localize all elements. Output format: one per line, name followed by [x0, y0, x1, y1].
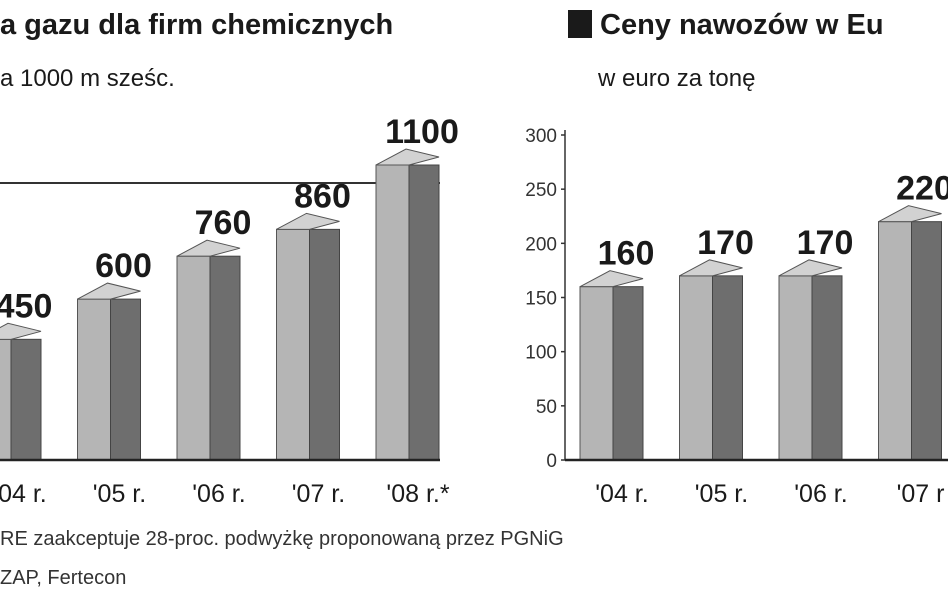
x-tick-label: '08 r.* [386, 480, 449, 508]
bar-side [612, 286, 644, 461]
bar [77, 298, 111, 461]
value-label: 860 [294, 177, 351, 215]
footnote: RE zaakceptuje 28-proc. podwyżkę propono… [0, 528, 564, 550]
bar [176, 255, 211, 461]
value-label: 170 [797, 224, 854, 262]
x-tick-label: '06 r. [794, 480, 847, 508]
bar [375, 164, 410, 461]
bar-top [0, 322, 42, 340]
bar-side [712, 275, 743, 461]
value-label: 760 [195, 204, 252, 242]
bar-side [911, 221, 942, 461]
source: ZAP, Fertecon [0, 567, 126, 589]
value-label: 600 [95, 247, 152, 285]
value-label: 1100 [385, 113, 459, 151]
x-tick-label: '07 r. [292, 480, 345, 508]
bar-side [110, 298, 141, 461]
bar-side [408, 164, 440, 461]
x-tick-label: '07 r [897, 480, 945, 508]
value-label: 450 [0, 287, 52, 325]
bar-top [778, 259, 843, 277]
bar [878, 221, 912, 461]
bar-top [77, 282, 141, 300]
chart-subtitle: w euro za tonę [597, 65, 755, 92]
bar [276, 228, 310, 461]
bar-side [309, 228, 340, 461]
bar-top [375, 148, 440, 166]
bar-top [276, 212, 340, 230]
chart-title: Ceny nawozów w Eu [600, 9, 884, 41]
y-tick-label: 50 [536, 397, 557, 418]
bar [579, 286, 614, 461]
value-label: 170 [697, 224, 754, 262]
y-tick-label: 200 [525, 234, 557, 255]
value-label: 220 [896, 170, 948, 208]
chart-title: a gazu dla firm chemicznych [0, 9, 393, 41]
y-tick-label: 150 [525, 289, 557, 310]
bar-top [176, 239, 241, 257]
x-tick-label: '05 r. [93, 480, 146, 508]
y-tick-label: 0 [546, 451, 557, 472]
bar [679, 275, 713, 461]
x-tick-label: '06 r. [192, 480, 245, 508]
bar-side [811, 275, 843, 461]
bar [778, 275, 813, 461]
bar-side [10, 338, 42, 461]
value-label: 160 [598, 235, 655, 273]
bar-top [679, 259, 743, 277]
y-tick-label: 300 [525, 126, 557, 147]
title-marker [568, 10, 592, 38]
bar [0, 338, 12, 461]
x-tick-label: '05 r. [695, 480, 748, 508]
chart-subtitle: a 1000 m sześc. [0, 65, 175, 92]
bar-top [878, 205, 942, 223]
bar-top [579, 270, 644, 288]
bar-side [209, 255, 241, 461]
x-tick-label: '04 r. [595, 480, 648, 508]
x-tick-label: '04 r. [0, 480, 47, 508]
y-tick-label: 250 [525, 180, 557, 201]
y-tick-label: 100 [525, 343, 557, 364]
